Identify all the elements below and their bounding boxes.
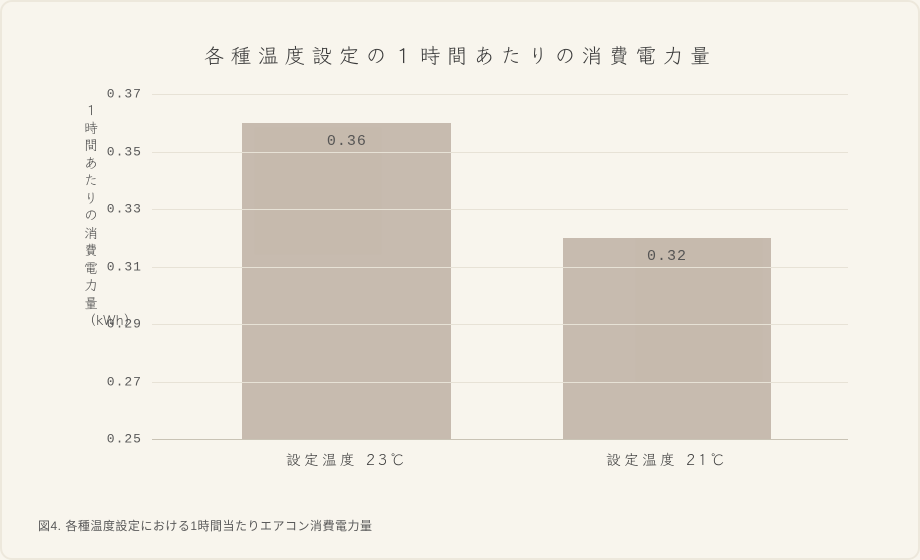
bar-value-label: 0.36 [242,133,451,150]
plot-area: 0.360.32 0.250.270.290.310.330.350.37設定温… [152,94,848,440]
y-tick-label: 0.31 [97,259,142,274]
y-tick-label: 0.27 [97,374,142,389]
bar: 0.32 [563,238,772,439]
chart-title: 各種温度設定の１時間あたりの消費電力量 [42,22,878,82]
x-tick-label: 設定温度 21℃ [606,439,728,470]
gridline [152,267,848,268]
x-tick-label: 設定温度 23℃ [286,439,408,470]
y-tick-label: 0.25 [97,432,142,447]
gridline [152,324,848,325]
gridline [152,209,848,210]
y-tick-label: 0.37 [97,87,142,102]
gridline [152,94,848,95]
gridline [152,382,848,383]
y-tick-label: 0.35 [97,144,142,159]
bar-value-label: 0.32 [563,248,772,265]
chart-container: 各種温度設定の１時間あたりの消費電力量 １時間あたりの消費電力量（kWh） 0.… [42,22,878,488]
figure-caption: 図4. 各種温度設定における1時間当たりエアコン消費電力量 [38,517,373,534]
gridline [152,152,848,153]
y-tick-label: 0.33 [97,202,142,217]
y-tick-label: 0.29 [97,317,142,332]
bar: 0.36 [242,123,451,439]
